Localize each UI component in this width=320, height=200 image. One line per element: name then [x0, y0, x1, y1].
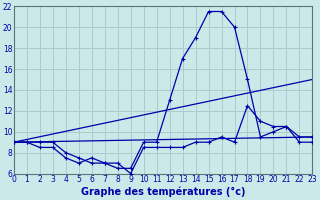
X-axis label: Graphe des températures (°c): Graphe des températures (°c) [81, 187, 245, 197]
